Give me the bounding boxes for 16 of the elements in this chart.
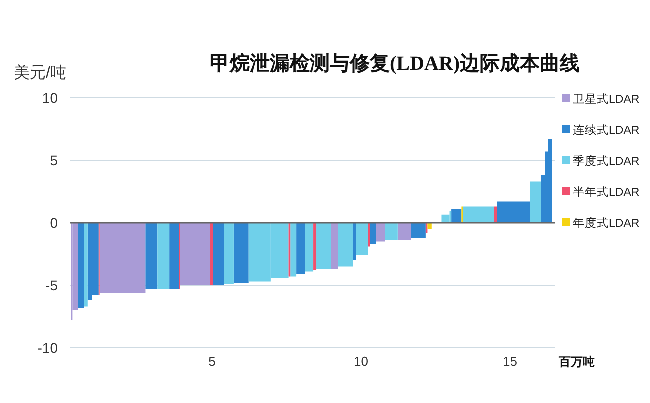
x-tick-label: 15 — [503, 354, 518, 369]
legend-label: 卫星式LDAR — [573, 93, 640, 106]
x-tick-label: 5 — [208, 354, 216, 369]
y-tick-label: -5 — [46, 278, 58, 294]
y-tick-label: 0 — [50, 215, 58, 231]
x-tick-label: 10 — [354, 354, 368, 369]
legend-label: 连续式LDAR — [573, 124, 640, 137]
legend-label: 半年式LDAR — [573, 186, 640, 199]
y-tick-label: 5 — [50, 152, 58, 168]
y-tick-label: 10 — [42, 90, 58, 106]
y-axis-title: 美元/吨 — [14, 64, 66, 82]
legend-label: 年度式LDAR — [573, 216, 640, 230]
y-tick-label: -10 — [38, 340, 58, 356]
chart-title: 甲烷泄漏检测与修复(LDAR)边际成本曲线 — [210, 52, 580, 75]
legend-label: 季度式LDAR — [573, 154, 640, 168]
x-axis-title: 百万吨 — [558, 355, 595, 369]
